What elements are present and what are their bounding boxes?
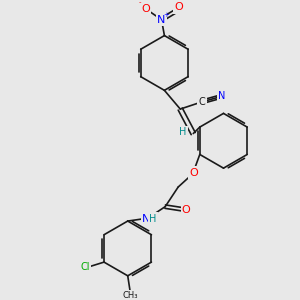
Text: Cl: Cl [80, 262, 90, 272]
Text: N: N [157, 15, 166, 25]
Text: H: H [179, 127, 187, 137]
Text: -: - [139, 0, 141, 5]
Text: O: O [141, 4, 150, 14]
Text: +: + [164, 12, 170, 18]
Text: O: O [190, 168, 198, 178]
Text: O: O [182, 205, 190, 214]
Text: H: H [149, 214, 157, 224]
Text: N: N [142, 214, 151, 224]
Text: CH₃: CH₃ [122, 292, 138, 300]
Text: C: C [199, 97, 205, 107]
Text: N: N [218, 91, 226, 101]
Text: O: O [174, 2, 183, 12]
